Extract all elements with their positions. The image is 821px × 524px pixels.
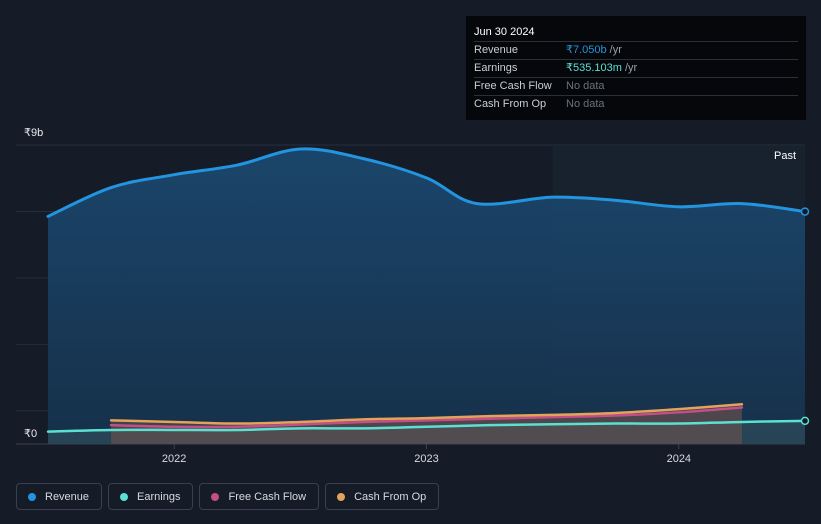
x-axis-ticks: 2022 2023 2024 bbox=[162, 444, 691, 465]
legend-dot-icon bbox=[120, 492, 129, 501]
end-point-earnings bbox=[800, 416, 810, 426]
x-tick-label: 2023 bbox=[414, 453, 438, 465]
x-tick-label: 2022 bbox=[162, 453, 186, 465]
legend-label: Revenue bbox=[45, 490, 90, 503]
tooltip-date: Jun 30 2024 bbox=[474, 26, 535, 38]
area-earnings bbox=[48, 420, 805, 444]
past-label: Past bbox=[774, 150, 797, 162]
tooltip-unit: /yr bbox=[624, 62, 638, 74]
area-revenue bbox=[48, 148, 805, 445]
tooltip-row-free-cash-flow: Free Cash Flow No data bbox=[474, 77, 798, 95]
legend-label: Cash From Op bbox=[354, 490, 427, 503]
tooltip-label: Cash From Op bbox=[474, 98, 547, 110]
line-revenue bbox=[46, 147, 807, 218]
tooltip-row-revenue: Revenue ₹7.050b /yr bbox=[474, 41, 798, 59]
tooltip-unit: /yr bbox=[609, 44, 622, 56]
line-free-cash-flow bbox=[109, 406, 744, 429]
legend-dot-icon bbox=[211, 492, 220, 501]
legend-item-earnings[interactable]: Earnings bbox=[108, 483, 194, 510]
tooltip-label: Earnings bbox=[474, 62, 518, 74]
y-tick-label-zero: ₹0 bbox=[24, 428, 38, 440]
line-earnings bbox=[46, 419, 807, 433]
legend-dot-icon bbox=[337, 492, 346, 501]
tooltip-panel: Jun 30 2024 Revenue ₹7.050b /yr Earnings… bbox=[466, 16, 806, 120]
legend-item-free-cash-flow[interactable]: Free Cash Flow bbox=[199, 483, 320, 510]
tooltip-value: ₹7.050b bbox=[566, 44, 607, 56]
tooltip-row-cash-from-op: Cash From Op No data bbox=[474, 95, 798, 113]
line-cash-from-op bbox=[109, 403, 744, 425]
legend-item-revenue[interactable]: Revenue bbox=[16, 483, 103, 510]
legend-item-cash-from-op[interactable]: Cash From Op bbox=[325, 483, 440, 510]
legend-label: Earnings bbox=[137, 490, 181, 503]
chart-legend: Revenue Earnings Free Cash Flow Cash Fro… bbox=[16, 483, 440, 510]
tooltip-row-earnings: Earnings ₹535.103m /yr bbox=[474, 59, 798, 77]
y-tick-label-max: ₹9b bbox=[24, 127, 44, 139]
tooltip-label: Free Cash Flow bbox=[474, 80, 552, 92]
legend-label: Free Cash Flow bbox=[228, 490, 307, 503]
series-lines bbox=[46, 147, 810, 433]
legend-dot-icon bbox=[28, 492, 36, 501]
tooltip-value: No data bbox=[566, 80, 605, 92]
tooltip-value: No data bbox=[566, 98, 605, 110]
tooltip-label: Revenue bbox=[474, 44, 519, 56]
end-point-revenue bbox=[800, 207, 810, 216]
tooltip-value: ₹535.103m bbox=[566, 62, 622, 74]
x-tick-label: 2024 bbox=[667, 453, 691, 465]
